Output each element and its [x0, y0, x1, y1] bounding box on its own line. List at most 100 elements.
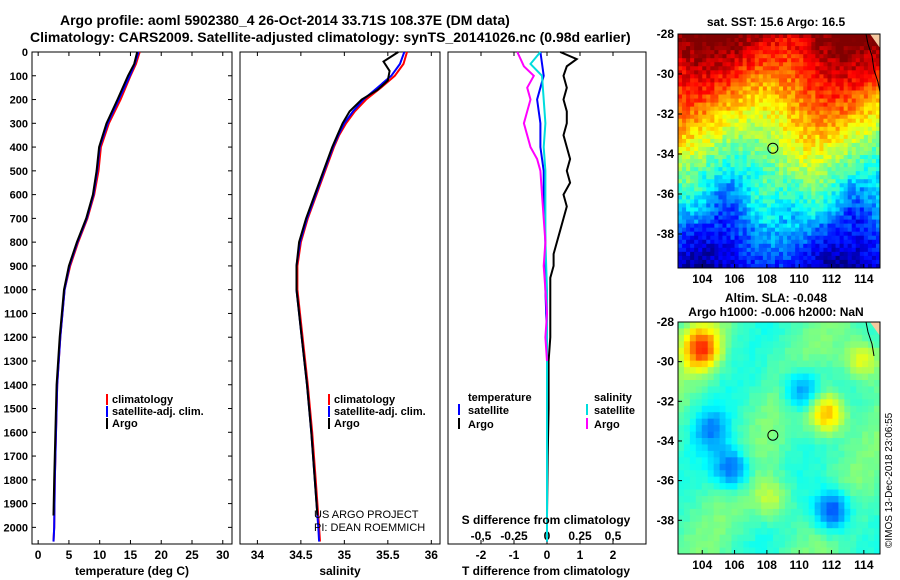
heatmap-cell	[770, 191, 776, 196]
heatmap-cell	[875, 167, 881, 172]
heatmap-cell	[847, 94, 853, 99]
heatmap-cell	[710, 259, 715, 265]
heatmap-cell	[725, 463, 732, 471]
heatmap-cell	[734, 138, 739, 144]
heatmap-cell	[875, 102, 881, 108]
heatmap-cell	[702, 70, 707, 75]
heatmap-cell	[722, 102, 727, 108]
heatmap-cell	[784, 373, 792, 381]
heatmap-cell	[698, 187, 703, 192]
heatmap-cell	[767, 470, 774, 478]
heatmap-cell	[746, 70, 752, 75]
heatmap-cell	[844, 392, 851, 400]
heatmap-cell	[766, 195, 772, 200]
heatmap-cell	[722, 151, 727, 156]
heatmap-cell	[862, 399, 869, 407]
heatmap-cell	[791, 78, 796, 83]
heatmap-cell	[875, 62, 881, 67]
heatmap-cell	[862, 470, 869, 478]
heatmap-cell	[791, 183, 796, 188]
heatmap-cell	[847, 247, 853, 253]
heatmap-cell	[749, 354, 756, 362]
heatmap-cell	[847, 70, 853, 75]
heatmap-cell	[682, 163, 687, 168]
heatmap-cell	[689, 412, 697, 420]
heatmap-cell	[875, 203, 881, 208]
heatmap-cell	[749, 450, 756, 458]
heatmap-cell	[796, 541, 804, 548]
heatmap-cell	[839, 74, 845, 79]
heatmap-cell	[722, 263, 727, 269]
heatmap-cell	[855, 70, 861, 75]
heatmap-cell	[686, 46, 691, 51]
heatmap-cell	[799, 38, 804, 43]
heatmap-cell	[746, 255, 752, 261]
heatmap-cell	[826, 334, 833, 342]
heatmap-cell	[726, 215, 731, 220]
heatmap-cell	[731, 334, 738, 342]
heatmap-cell	[714, 126, 719, 132]
heatmap-cell	[762, 187, 768, 192]
heatmap-cell	[690, 235, 695, 241]
heatmap-cell	[734, 142, 739, 148]
heatmap-cell	[750, 78, 756, 83]
heatmap-cell	[770, 42, 776, 47]
heatmap-cell	[832, 508, 839, 516]
heatmap-cell	[799, 175, 804, 180]
heatmap-cell	[698, 78, 703, 83]
heatmap-cell	[743, 373, 750, 381]
heatmap-cell	[815, 243, 820, 249]
heatmap-cell	[838, 457, 845, 465]
heatmap-cell	[750, 54, 756, 59]
heatmap-cell	[713, 431, 720, 439]
heatmap-cell	[762, 259, 768, 265]
heatmap-cell	[701, 386, 709, 394]
heatmap-cell	[750, 155, 756, 160]
heatmap-cell	[737, 489, 744, 497]
heatmap-cell	[690, 42, 695, 47]
heatmap-cell	[746, 187, 752, 192]
heatmap-cell	[832, 483, 839, 490]
heatmap-cell	[678, 496, 685, 503]
heatmap-cell	[787, 38, 792, 43]
heatmap-cell	[710, 110, 715, 116]
heatmap-cell	[698, 251, 703, 257]
heatmap-cell	[843, 106, 849, 112]
heatmap-cell	[802, 450, 810, 458]
heatmap-cell	[847, 102, 853, 108]
heatmap-cell	[770, 146, 776, 152]
legend-mark-t-argo	[458, 418, 460, 429]
heatmap-cell	[754, 46, 760, 51]
heatmap-cell	[823, 142, 828, 148]
heatmap-cell	[803, 223, 808, 229]
heatmap-cell	[761, 496, 768, 503]
heatmap-cell	[682, 110, 687, 116]
heatmap-cell	[803, 247, 808, 253]
heatmap-cell	[698, 171, 703, 176]
heatmap-cell	[719, 496, 726, 503]
heatmap-cell	[827, 110, 832, 116]
heatmap-cell	[686, 42, 691, 47]
heatmap-cell	[750, 66, 756, 71]
heatmap-cell	[802, 483, 810, 490]
heatmap-cell	[725, 392, 732, 400]
heatmap-cell	[730, 38, 735, 43]
heatmap-cell	[774, 263, 780, 269]
heatmap-cell	[807, 138, 812, 144]
heatmap-cell	[678, 251, 683, 257]
heatmap-cell	[811, 146, 816, 152]
heatmap-cell	[795, 251, 800, 257]
heatmap-cell	[847, 62, 853, 67]
heatmap-cell	[722, 179, 727, 184]
heatmap-cell	[694, 54, 699, 59]
heatmap-cell	[719, 450, 726, 458]
heatmap-cell	[851, 42, 857, 47]
heatmap-cell	[682, 259, 687, 265]
heatmap-cell	[796, 457, 804, 465]
heatmap-cell	[750, 159, 756, 164]
heatmap-cell	[875, 58, 881, 63]
heatmap-cell	[742, 110, 748, 116]
heatmap-cell	[694, 223, 699, 229]
s-tick-label: 0,5	[605, 529, 622, 543]
heatmap-cell	[774, 199, 780, 204]
